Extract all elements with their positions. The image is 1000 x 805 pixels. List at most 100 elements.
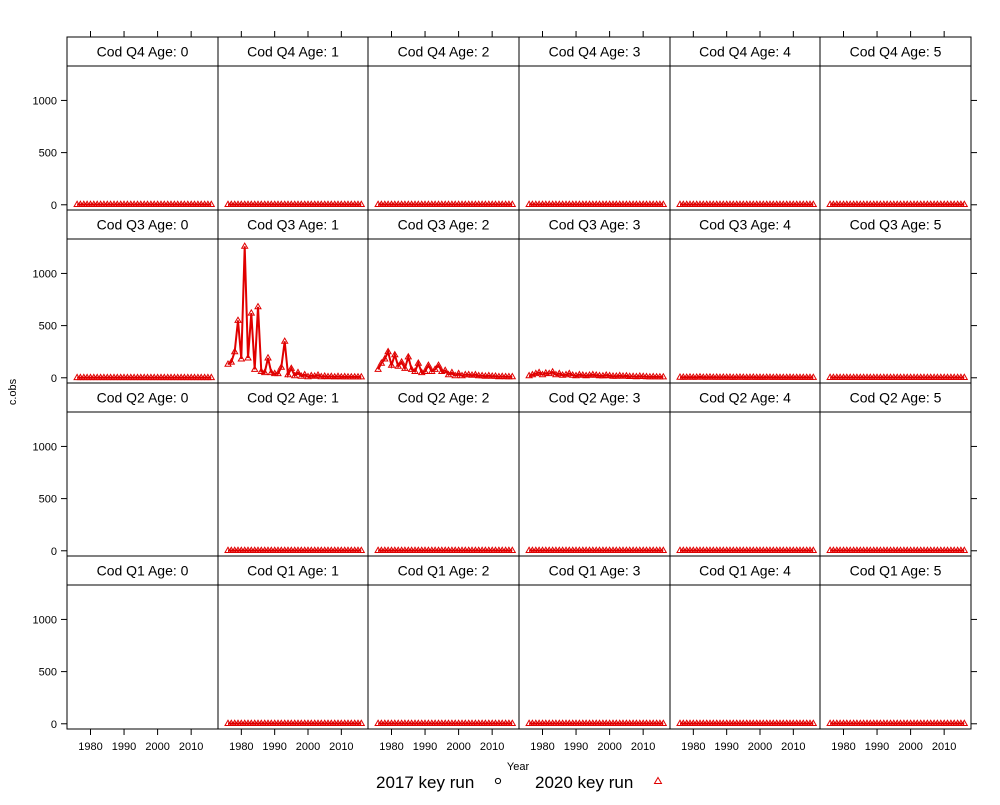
data-point (264, 353, 272, 361)
panel-frame (66, 238, 219, 384)
x-tick-label: 2000 (748, 741, 772, 753)
data-point (602, 370, 611, 378)
data-point (401, 364, 409, 371)
y-tick-label: 1000 (33, 268, 57, 280)
data-point (314, 370, 322, 378)
data-point (960, 719, 969, 726)
data-point (384, 347, 392, 355)
data-point (397, 357, 406, 365)
y-tick-label: 1000 (33, 441, 57, 453)
panel-title: Cod Q4 Age: 5 (850, 44, 942, 60)
x-tick-label: 1990 (262, 741, 286, 753)
panel-title: Cod Q1 Age: 2 (398, 563, 490, 579)
panel-frame (518, 584, 671, 730)
series-line (680, 375, 814, 379)
panel-strip (66, 382, 219, 413)
data-point (237, 354, 246, 362)
panel-frame (819, 238, 972, 384)
panel-title: Cod Q3 Age: 4 (699, 217, 791, 233)
data-point (508, 372, 517, 380)
panel: Cod Q4 Age: 4 (669, 36, 821, 211)
x-tick-label: 2010 (781, 741, 805, 753)
data-point (307, 371, 316, 379)
panel-title: Cod Q1 Age: 4 (699, 563, 791, 579)
data-point (234, 316, 242, 323)
legend-label-2020: 2020 key run (535, 773, 633, 792)
data-point (207, 200, 216, 207)
panel-strip (367, 209, 520, 240)
y-tick-label: 500 (39, 148, 57, 160)
data-point (548, 367, 557, 375)
data-point (809, 719, 818, 726)
panel-strip (819, 209, 972, 240)
data-point (960, 373, 969, 380)
data-point (357, 200, 366, 207)
panel-title: Cod Q2 Age: 1 (247, 390, 339, 406)
data-point (471, 370, 480, 378)
panel-title: Cod Q1 Age: 0 (97, 563, 189, 579)
panel-frame (66, 65, 219, 211)
x-tick-label: 1990 (564, 741, 588, 753)
data-point (484, 371, 493, 379)
y-tick-label: 0 (51, 546, 57, 558)
panel: Cod Q4 Age: 5 (819, 36, 972, 211)
data-point (659, 719, 668, 726)
panel-title: Cod Q3 Age: 3 (549, 217, 641, 233)
data-point (327, 372, 336, 379)
y-tick-label: 1000 (33, 95, 57, 107)
data-point (659, 200, 668, 207)
x-tick-label: 1990 (714, 741, 738, 753)
data-point (287, 364, 296, 371)
panel-frame (669, 584, 821, 730)
x-tick-label: 2000 (597, 741, 621, 753)
x-tick-label: 1990 (865, 741, 889, 753)
data-point (374, 365, 382, 372)
data-point (250, 365, 259, 372)
data-point (578, 370, 587, 378)
panel-frame (819, 584, 972, 730)
panel-frame (217, 65, 369, 211)
panel-strip (217, 555, 369, 586)
x-tick-label: 2010 (329, 741, 353, 753)
data-point (300, 370, 309, 378)
data-point (414, 358, 423, 366)
panel-frame (66, 584, 219, 730)
panel-strip (367, 36, 520, 67)
data-point (464, 370, 473, 378)
panel-strip (518, 382, 671, 413)
data-point (960, 200, 969, 207)
y-tick-label: 500 (39, 321, 57, 333)
y-tick-label: 0 (51, 200, 57, 212)
panel-title: Cod Q4 Age: 2 (398, 44, 490, 60)
panel: Cod Q3 Age: 2 (367, 209, 520, 384)
data-point (240, 242, 249, 249)
data-point (387, 361, 396, 368)
panel: Cod Q2 Age: 3 (518, 382, 671, 557)
panel: Cod Q2 Age: 0 (66, 382, 219, 557)
x-tick-label: 2010 (480, 741, 504, 753)
panel-title: Cod Q2 Age: 2 (398, 390, 490, 406)
data-point (659, 372, 668, 380)
panel-frame (669, 238, 821, 384)
x-tick-label: 1980 (379, 741, 403, 753)
data-point (267, 368, 276, 376)
data-point (565, 369, 574, 377)
data-point (568, 370, 577, 378)
x-tick-label: 2000 (446, 741, 470, 753)
data-point (508, 546, 517, 553)
panel: Cod Q2 Age: 4 (669, 382, 821, 557)
panel: Cod Q1 Age: 2 (367, 555, 520, 730)
panel-frame (518, 65, 671, 211)
data-point (535, 368, 543, 376)
data-point (247, 308, 256, 316)
panel-strip (669, 555, 821, 586)
panel-title: Cod Q4 Age: 3 (549, 44, 641, 60)
data-point (478, 371, 486, 379)
data-point (809, 373, 818, 380)
panel-title: Cod Q4 Age: 4 (699, 44, 791, 60)
y-tick-label: 0 (51, 373, 57, 385)
data-point (254, 302, 262, 310)
y-tick-label: 500 (39, 494, 57, 506)
panel-strip (367, 555, 520, 586)
x-tick-label: 2000 (296, 741, 320, 753)
